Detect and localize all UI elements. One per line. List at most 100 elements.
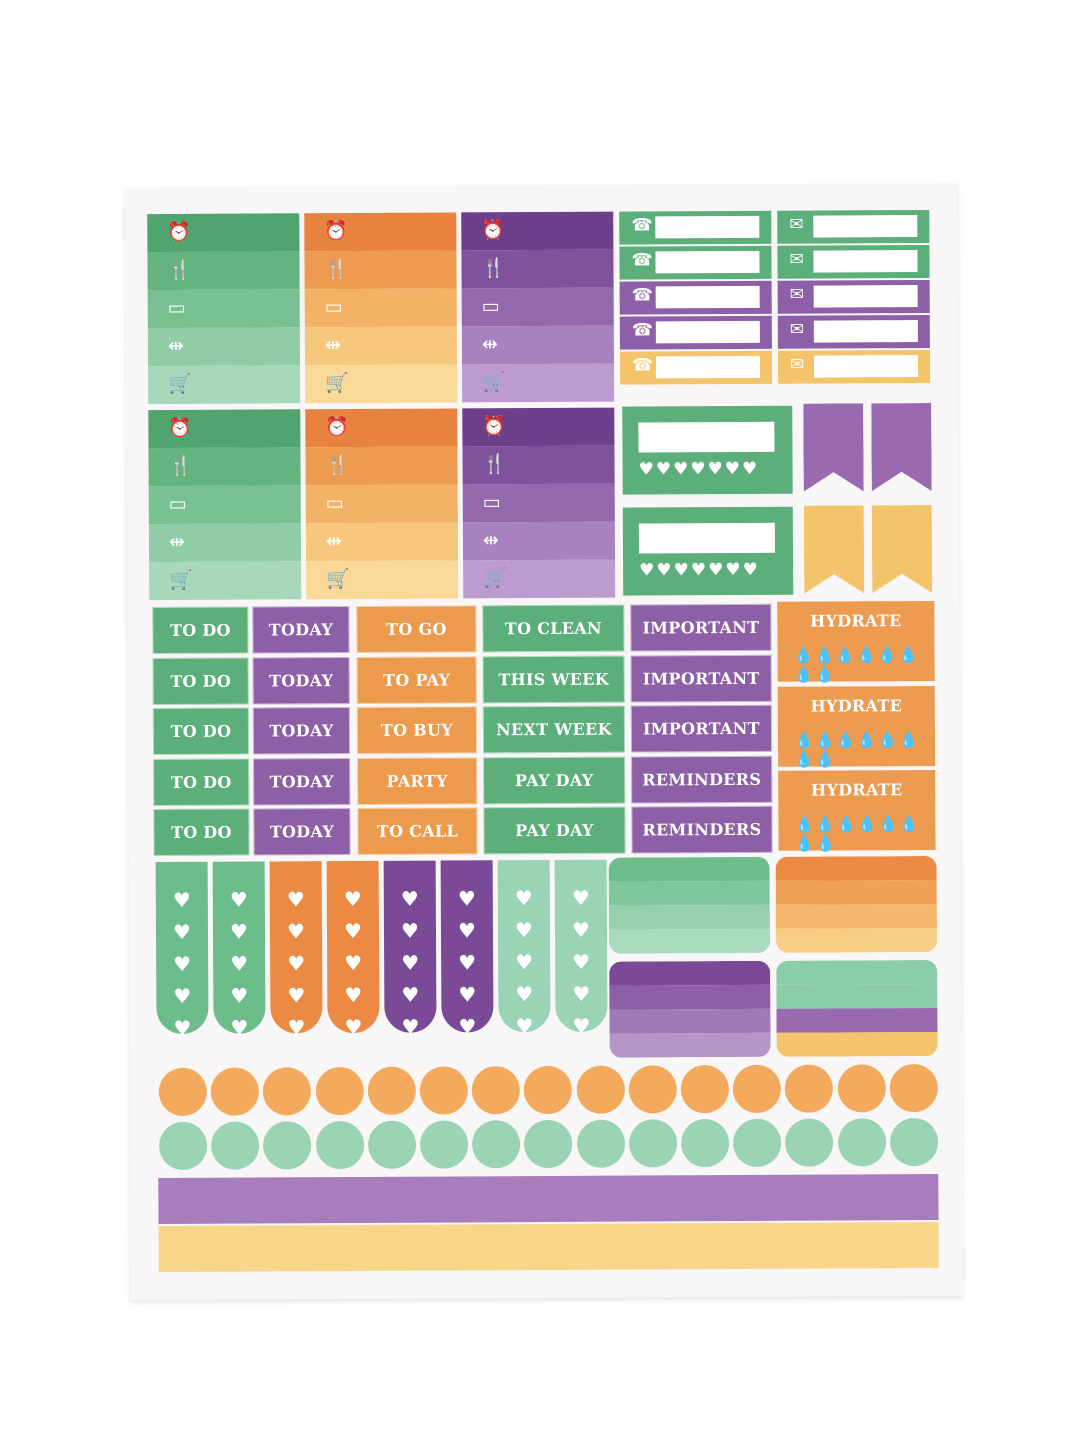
strip-segment: 🍴 [304, 250, 457, 290]
orange-dot-sticker [419, 1066, 468, 1115]
orange-dot-sticker [315, 1066, 364, 1116]
checklist-row: ☎ [619, 350, 773, 385]
checklist-row: ☎ [619, 245, 772, 280]
heart-tab-sticker: ♥ ♥ ♥ ♥ ♥ [554, 859, 608, 1038]
label-sticker: IMPORTANT [630, 603, 772, 652]
mint-dot-sticker [628, 1119, 678, 1168]
heart-icons: ♥ ♥ ♥ ♥ ♥ [571, 885, 591, 1038]
heart-tab-sticker: ♥ ♥ ♥ ♥ ♥ [383, 860, 437, 1039]
heart-tab-sticker: ♥ ♥ ♥ ♥ ♥ [497, 859, 551, 1038]
mint-dot-sticker [367, 1120, 417, 1169]
heart-tracker-sticker: ♥♥♥♥♥♥♥ [622, 506, 794, 596]
strip-segment: ⏰ [305, 408, 458, 448]
heart-icons: ♥♥♥♥♥♥♥ [638, 458, 760, 480]
label-sticker: TO CALL [357, 807, 478, 855]
write-in-box [638, 421, 775, 453]
hydrate-sticker: HYDRATE 💧💧💧💧💧💧💧💧 [777, 685, 936, 768]
water-drop-icons: 💧💧💧💧💧💧💧💧 [794, 814, 921, 853]
orange-dot-sticker [524, 1065, 573, 1115]
schedule-strip-green: ⏰ 🍴 ▭ ⇹ 🛒 [147, 213, 301, 405]
heart-icons: ♥ ♥ ♥ ♥ ♥ [172, 887, 192, 1040]
alarm-clock-icon: ⏰ [481, 219, 506, 242]
orange-dot-sticker [576, 1065, 625, 1114]
green-gradient-block [608, 856, 771, 954]
heart-icons: ♥ ♥ ♥ ♥ ♥ [286, 887, 306, 1040]
strip-segment: 🛒 [462, 363, 615, 403]
monitor-icon: ▭ [481, 295, 500, 318]
tricolor-block [776, 959, 938, 1057]
schedule-strip-orange: ⏰ 🍴 ▭ ⇹ 🛒 [304, 212, 458, 404]
label-sticker: TO CLEAN [482, 604, 625, 653]
label-sticker: PAY DAY [483, 756, 626, 804]
strip-segment: ⏰ [304, 212, 457, 252]
block-stripe [775, 903, 937, 929]
heart-icons: ♥ ♥ ♥ ♥ ♥ [514, 886, 534, 1039]
orange-dot-sticker [471, 1066, 521, 1115]
block-stripe [608, 856, 770, 882]
alarm-clock-icon: ⏰ [325, 416, 350, 439]
write-in-box [655, 355, 761, 379]
write-in-box [655, 250, 760, 274]
fork-knife-icon: 🍴 [481, 257, 506, 280]
block-stripe [776, 1007, 938, 1033]
bookmark-flag [871, 403, 931, 491]
checklist-row: ✉ [777, 314, 930, 349]
block-stripe [776, 959, 938, 985]
yellow-washi-strip [158, 1221, 939, 1273]
strip-segment: 🛒 [148, 365, 301, 405]
label-sticker: TODAY [252, 707, 351, 755]
mail-icon: ✉ [789, 249, 804, 270]
label-sticker: TO DO [152, 606, 249, 655]
fork-knife-icon: 🍴 [325, 454, 350, 477]
purple-gradient-block [609, 960, 771, 1058]
shopping-cart-icon: 🛒 [326, 568, 350, 591]
block-stripe [776, 1031, 938, 1057]
strip-segment: 🍴 [305, 446, 458, 486]
strip-segment: 🛒 [463, 559, 616, 599]
label-sticker: IMPORTANT [630, 704, 773, 753]
monitor-icon: ▭ [324, 296, 343, 319]
block-stripe [776, 983, 938, 1009]
heart-icons: ♥ ♥ ♥ ♥ ♥ [457, 886, 477, 1039]
monitor-icon: ▭ [167, 296, 186, 319]
strip-segment: ⇹ [462, 521, 616, 561]
phone-icon: ☎ [631, 355, 654, 376]
checklist-row: ☎ [619, 315, 772, 350]
strip-segment: 🛒 [306, 560, 459, 600]
shopping-cart-icon: 🛒 [483, 567, 507, 590]
bookmark-flag [872, 505, 932, 593]
mint-dot-sticker [680, 1119, 730, 1168]
strip-segment: ⇹ [148, 523, 302, 563]
shopping-cart-icon: 🛒 [169, 568, 193, 591]
mint-dot-sticker [211, 1121, 260, 1170]
strip-segment: ⏰ [148, 409, 301, 449]
shopping-cart-icon: 🛒 [482, 371, 506, 394]
dumbbell-icon: ⇹ [324, 334, 341, 357]
strip-segment: 🛒 [305, 364, 458, 404]
phone-icon: ☎ [631, 250, 653, 271]
strip-segment: 🍴 [461, 249, 614, 289]
checklist-row: ✉ [777, 279, 930, 314]
schedule-strip-green: ⏰ 🍴 ▭ ⇹ 🛒 [148, 409, 302, 601]
phone-icon: ☎ [631, 215, 653, 236]
strip-segment: ⏰ [461, 211, 614, 251]
strip-segment: ⇹ [147, 327, 301, 367]
heart-icons: ♥ ♥ ♥ ♥ ♥ [400, 886, 420, 1039]
block-stripe [608, 928, 771, 954]
heart-icons: ♥♥♥♥♥♥♥ [639, 559, 760, 581]
label-sticker: IMPORTANT [630, 654, 772, 703]
label-sticker: TODAY [252, 656, 350, 705]
mail-icon: ✉ [789, 284, 804, 305]
shopping-cart-icon: 🛒 [168, 372, 192, 395]
fork-knife-icon: 🍴 [324, 258, 349, 281]
schedule-strip-purple: ⏰ 🍴 ▭ ⇹ 🛒 [461, 211, 615, 403]
strip-segment: ▭ [147, 289, 300, 329]
write-in-box [813, 215, 918, 238]
heart-tab-sticker: ♥ ♥ ♥ ♥ ♥ [155, 861, 209, 1040]
hydrate-sticker: HYDRATE 💧💧💧💧💧💧💧💧 [778, 769, 936, 853]
orange-gradient-block [775, 855, 938, 953]
label-sticker: TO DO [153, 808, 250, 857]
mail-icon: ✉ [789, 354, 805, 375]
bookmark-flag [804, 505, 864, 593]
strip-segment: ▭ [148, 485, 301, 525]
